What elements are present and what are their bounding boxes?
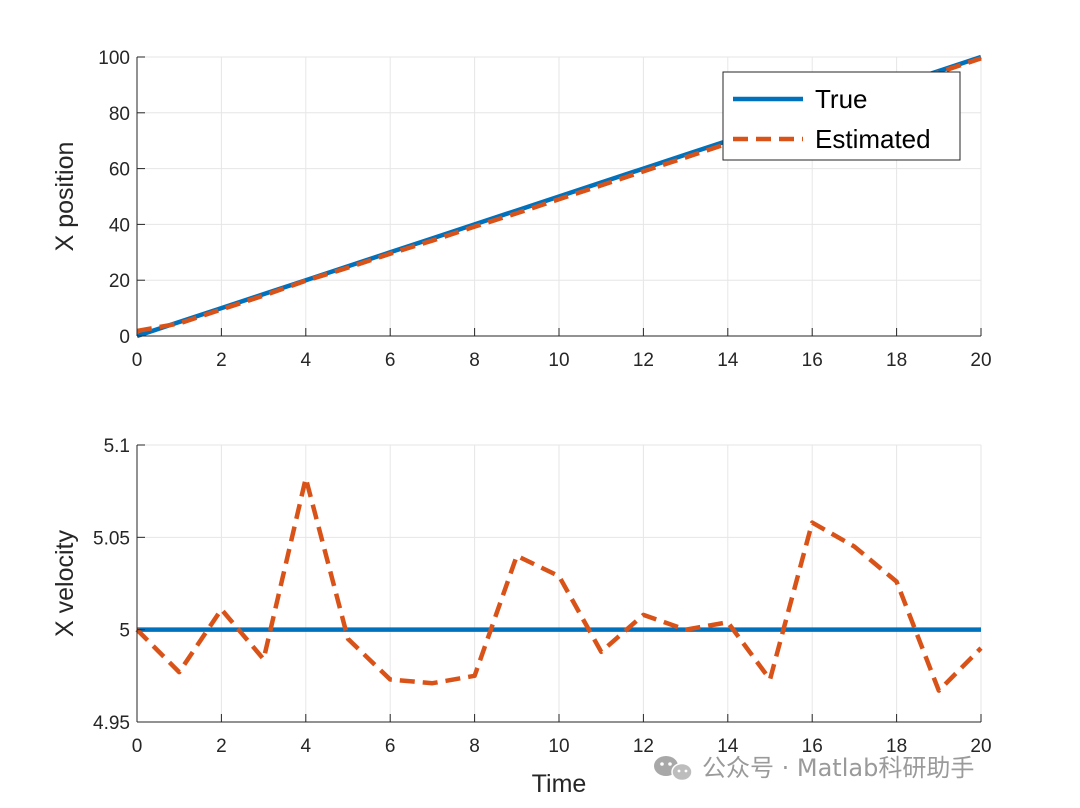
x-tick-label: 0 [132, 736, 143, 757]
x-tick-label: 6 [385, 736, 396, 757]
x-tick-label: 10 [548, 736, 569, 757]
x-tick-label: 20 [970, 736, 991, 757]
y-axis-label: X velocity [51, 530, 79, 637]
x-tick-label: 4 [301, 736, 312, 757]
x-tick-label: 2 [216, 350, 227, 371]
x-tick-label: 8 [469, 350, 480, 371]
x-tick-label: 0 [132, 350, 143, 371]
y-tick-label: 4.95 [93, 713, 130, 734]
legend-box [722, 71, 961, 161]
legend-entry-estimated: Estimated [815, 124, 931, 154]
x-tick-label: 14 [717, 736, 739, 757]
x-tick-label: 8 [469, 736, 480, 757]
x-tick-label: 16 [802, 736, 823, 757]
y-tick-label: 0 [119, 327, 130, 348]
x-axis-label: Time [532, 770, 587, 798]
y-tick-label: 60 [109, 160, 130, 181]
wechat-icon [654, 756, 693, 782]
y-tick-label: 5.05 [93, 528, 130, 549]
x-tick-label: 18 [886, 350, 907, 371]
y-axis-label: X position [51, 142, 79, 252]
y-tick-label: 20 [109, 271, 130, 292]
series-estimated-line [135, 475, 983, 693]
x-tick-label: 18 [886, 736, 907, 757]
x-tick-label: 14 [717, 350, 739, 371]
x-tick-label: 12 [633, 350, 654, 371]
x-tick-label: 2 [216, 736, 227, 757]
y-tick-label: 5 [119, 621, 130, 642]
x-tick-label: 6 [385, 350, 396, 371]
y-tick-label: 80 [109, 104, 130, 125]
x-tick-label: 12 [633, 736, 654, 757]
watermark-text: 公众号 · Matlab科研助手 [702, 754, 974, 782]
watermark: 公众号 · Matlab科研助手 [654, 754, 974, 782]
x-tick-label: 10 [548, 350, 569, 371]
y-tick-label: 100 [98, 48, 130, 69]
x-tick-label: 4 [301, 350, 312, 371]
y-tick-label: 5.1 [104, 436, 130, 457]
x-tick-label: 16 [802, 350, 823, 371]
velocity-subplot: 0 2 4 6 8 10 12 14 16 18 20 4.95 5 5.05 5.1 X velocity T… [51, 436, 992, 798]
x-tick-label: 20 [970, 350, 991, 371]
legend-entry-true: True [815, 84, 868, 114]
legend: True Estimated [722, 71, 961, 161]
position-subplot: 0 2 4 6 8 10 12 14 16 18 20 0 20 40 60 80 100 X position [51, 48, 992, 371]
y-tick-label: 40 [109, 215, 130, 236]
